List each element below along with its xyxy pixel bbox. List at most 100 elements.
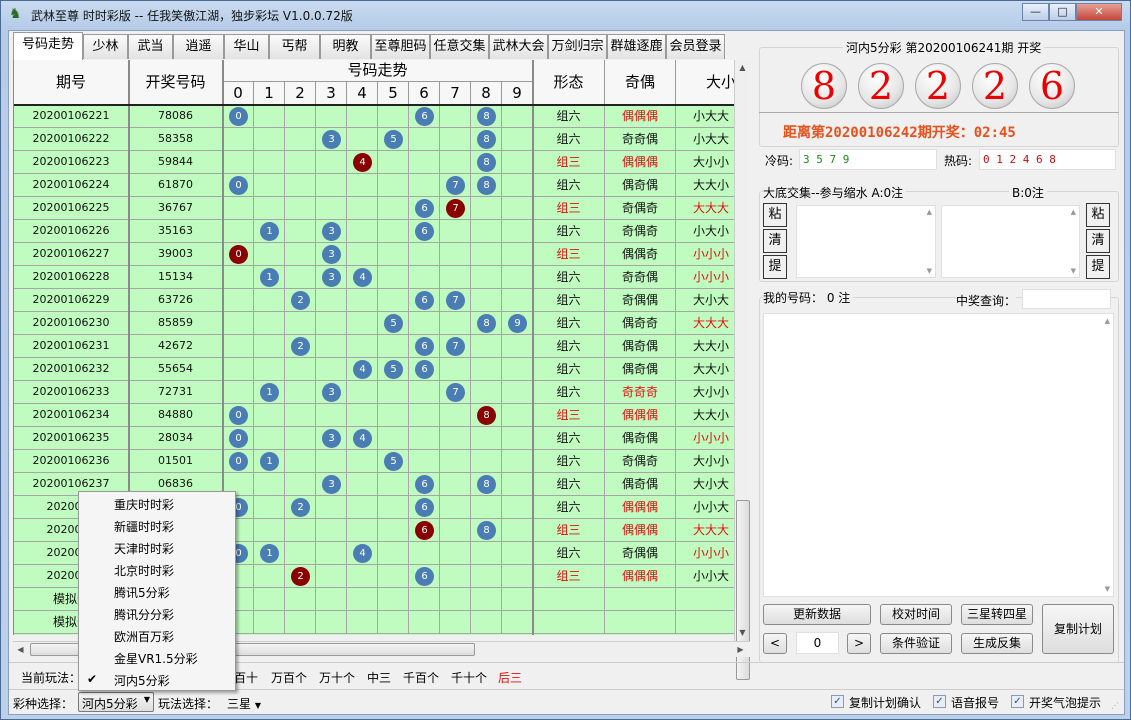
minimize-button[interactable]: — bbox=[1022, 3, 1049, 21]
tab-1[interactable]: 少林 bbox=[83, 34, 128, 59]
parity-cell: 奇奇奇 bbox=[605, 381, 676, 404]
ball-3: 3 bbox=[322, 245, 341, 264]
tab-8[interactable]: 任意交集 bbox=[430, 34, 489, 59]
digit-cell bbox=[223, 542, 254, 565]
my-numbers-textarea[interactable]: ▲ ▼ bbox=[763, 313, 1114, 597]
condition-verify-button[interactable]: 条件验证 bbox=[880, 633, 952, 654]
menu-item[interactable]: 欧洲百万彩 bbox=[114, 630, 175, 644]
tab-5[interactable]: 丐帮 bbox=[269, 34, 320, 59]
close-button[interactable]: ✕ bbox=[1076, 3, 1122, 21]
digit-cell bbox=[254, 197, 285, 220]
maximize-button[interactable]: □ bbox=[1049, 3, 1076, 21]
resize-grip-icon[interactable]: ⋰ bbox=[1111, 701, 1119, 710]
ball-6: 6 bbox=[415, 360, 434, 379]
digit-cell bbox=[285, 266, 316, 289]
parity-cell bbox=[605, 611, 676, 634]
digit-cell bbox=[316, 542, 347, 565]
digit-cell bbox=[285, 243, 316, 266]
play-select[interactable]: 三星 ▼ bbox=[227, 695, 261, 712]
ball-3: 3 bbox=[322, 429, 341, 448]
digit-cell bbox=[347, 565, 378, 588]
digit-cell bbox=[285, 588, 316, 611]
ball-8: 8 bbox=[477, 314, 496, 333]
menu-item[interactable]: 腾讯分分彩 bbox=[114, 608, 175, 622]
checkbox-label[interactable]: 开奖气泡提示 bbox=[1029, 696, 1102, 710]
tab-10[interactable]: 万剑归宗 bbox=[548, 34, 607, 59]
set-a-textarea[interactable]: ▲ ▼ bbox=[796, 205, 936, 278]
three-to-four-star-button[interactable]: 三星转四星 bbox=[961, 604, 1033, 625]
digit-cell bbox=[347, 473, 378, 496]
hot-numbers-field[interactable]: 0 1 2 4 6 8 bbox=[979, 149, 1116, 170]
page-input[interactable]: 0 bbox=[796, 632, 839, 654]
tab-9[interactable]: 武林大会 bbox=[489, 34, 548, 59]
scroll-left-icon[interactable]: ◀ bbox=[17, 645, 24, 654]
menu-item[interactable]: 河内5分彩 bbox=[114, 674, 170, 688]
play-option[interactable]: 后三 bbox=[498, 671, 523, 685]
menu-item[interactable]: 天津时时彩 bbox=[114, 542, 175, 556]
digit-cell bbox=[471, 381, 502, 404]
prev-button[interactable]: < bbox=[763, 633, 787, 654]
check-time-button[interactable]: 校对时间 bbox=[880, 604, 952, 625]
tab-0[interactable]: 号码走势 bbox=[13, 32, 83, 60]
tab-7[interactable]: 至尊胆码 bbox=[371, 34, 430, 59]
copy-plan-button[interactable]: 复制计划 bbox=[1042, 604, 1114, 654]
tab-11[interactable]: 群雄逐鹿 bbox=[607, 34, 666, 59]
lottery-select[interactable]: 河内5分彩 ▼ bbox=[78, 692, 154, 712]
cold-numbers-field[interactable]: 3 5 7 9 bbox=[799, 149, 937, 170]
clear-a-button[interactable]: 清 bbox=[763, 229, 787, 253]
digit-cell bbox=[409, 289, 440, 312]
menu-item[interactable]: 北京时时彩 bbox=[114, 564, 175, 578]
checkbox[interactable]: ✓ bbox=[1011, 695, 1024, 708]
generate-reverse-button[interactable]: 生成反集 bbox=[961, 633, 1033, 654]
play-option[interactable]: 万百个 bbox=[271, 671, 308, 685]
tab-2[interactable]: 武当 bbox=[128, 34, 173, 59]
tab-12[interactable]: 会员登录 bbox=[666, 34, 725, 59]
digit-cell bbox=[502, 289, 533, 312]
scroll-down-icon[interactable]: ▼ bbox=[739, 628, 746, 637]
scroll-up-icon[interactable]: ▲ bbox=[739, 63, 746, 72]
chevron-down-icon: ▼ bbox=[143, 695, 150, 704]
draw-title: 河内5分彩 第20200106241期 开奖 bbox=[843, 39, 1045, 56]
prize-query-input[interactable] bbox=[1022, 289, 1111, 309]
play-option[interactable]: 千百个 bbox=[403, 671, 440, 685]
digit-cell bbox=[347, 358, 378, 381]
checkbox[interactable]: ✓ bbox=[933, 695, 946, 708]
paste-a-button[interactable]: 粘 bbox=[763, 203, 787, 227]
tab-4[interactable]: 华山 bbox=[224, 34, 269, 59]
number-cell: 28034 bbox=[129, 427, 223, 450]
extract-b-button[interactable]: 提 bbox=[1086, 255, 1110, 279]
update-data-button[interactable]: 更新数据 bbox=[763, 604, 871, 625]
header-digit-6: 6 bbox=[409, 82, 440, 105]
set-b-textarea[interactable]: ▲ ▼ bbox=[941, 205, 1080, 278]
digit-cell bbox=[440, 496, 471, 519]
play-option[interactable]: 万十个 bbox=[319, 671, 356, 685]
menu-item[interactable]: 腾讯5分彩 bbox=[114, 586, 170, 600]
checkbox-label[interactable]: 语音报号 bbox=[951, 696, 1000, 710]
vertical-scrollbar[interactable]: ▲ ▼ bbox=[734, 60, 750, 680]
clear-b-button[interactable]: 清 bbox=[1086, 229, 1110, 253]
tab-6[interactable]: 明教 bbox=[320, 34, 371, 59]
menu-item[interactable]: 金星VR1.5分彩 bbox=[114, 652, 198, 666]
paste-b-button[interactable]: 粘 bbox=[1086, 203, 1110, 227]
digit-cell bbox=[502, 450, 533, 473]
extract-a-button[interactable]: 提 bbox=[763, 255, 787, 279]
menu-item[interactable]: 新疆时时彩 bbox=[114, 520, 175, 534]
checkbox-label[interactable]: 复制计划确认 bbox=[849, 696, 922, 710]
digit-cell bbox=[471, 335, 502, 358]
checkbox[interactable]: ✓ bbox=[831, 695, 844, 708]
digit-cell bbox=[254, 266, 285, 289]
play-option[interactable]: 千十个 bbox=[451, 671, 488, 685]
size-cell: 大大小 bbox=[676, 174, 734, 197]
scroll-right-icon[interactable]: ▶ bbox=[737, 645, 744, 654]
play-option[interactable]: 百十 bbox=[234, 671, 259, 685]
play-option[interactable]: 中三 bbox=[367, 671, 392, 685]
digit-cell bbox=[502, 381, 533, 404]
tab-3[interactable]: 逍遥 bbox=[173, 34, 224, 59]
header-digit-2: 2 bbox=[285, 82, 316, 105]
parity-cell: 偶偶偶 bbox=[605, 105, 676, 128]
menu-item[interactable]: 重庆时时彩 bbox=[114, 498, 175, 512]
title-bar[interactable]: ♞ 武林至尊 时时彩版 -- 任我笑傲江湖，独步彩坛 V1.0.0.72版 — … bbox=[1, 1, 1131, 29]
scroll-thumb[interactable] bbox=[736, 500, 750, 680]
next-button[interactable]: > bbox=[847, 633, 871, 654]
digit-cell bbox=[223, 381, 254, 404]
